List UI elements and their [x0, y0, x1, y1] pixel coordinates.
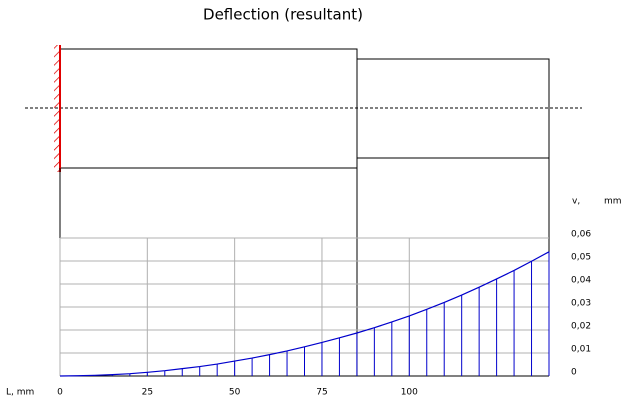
deflection-curve — [59, 251, 550, 377]
y-axis-label: v, — [572, 197, 580, 207]
x-tick-label: 100 — [401, 388, 418, 398]
y-tick-label: 0,02 — [571, 322, 591, 332]
x-tick-label: 50 — [229, 388, 241, 398]
y-tick-label: 0,01 — [571, 345, 591, 355]
y-tick-label: 0,03 — [571, 299, 591, 309]
x-axis-label: L, mm — [6, 388, 34, 398]
x-tick-label: 25 — [142, 388, 153, 398]
y-tick-label: 0,05 — [571, 253, 591, 263]
x-tick-label: 75 — [316, 388, 327, 398]
y-tick-label: 0,06 — [571, 230, 591, 240]
y-axis-unit: mm — [604, 197, 622, 207]
y-tick-label: 0 — [571, 368, 577, 378]
beam — [25, 45, 582, 376]
y-tick-label: 0,04 — [571, 276, 591, 286]
support — [54, 45, 60, 172]
x-tick-label: 0 — [57, 388, 63, 398]
chart-title: Deflection (resultant) — [203, 6, 363, 24]
